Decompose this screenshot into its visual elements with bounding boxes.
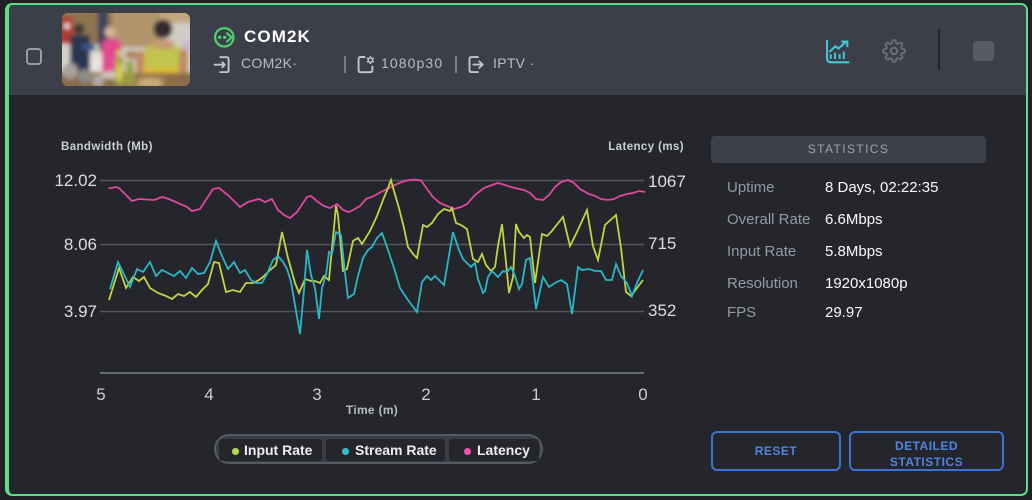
svg-text:4: 4 (204, 385, 213, 404)
svg-text:352: 352 (648, 301, 676, 320)
svg-text:2: 2 (421, 385, 430, 404)
svg-text:12.02: 12.02 (54, 171, 97, 190)
svg-text:5: 5 (96, 385, 105, 404)
svg-text:Latency (ms): Latency (ms) (608, 141, 684, 153)
svg-text:Time (m): Time (m) (346, 403, 398, 417)
svg-text:3: 3 (312, 385, 321, 404)
svg-text:8.06: 8.06 (64, 235, 97, 254)
svg-text:0: 0 (638, 385, 647, 404)
svg-text:1067: 1067 (648, 172, 686, 191)
svg-text:3.97: 3.97 (64, 302, 97, 321)
svg-text:715: 715 (648, 234, 676, 253)
svg-text:1: 1 (531, 385, 540, 404)
svg-text:Bandwidth (Mb): Bandwidth (Mb) (61, 141, 153, 153)
